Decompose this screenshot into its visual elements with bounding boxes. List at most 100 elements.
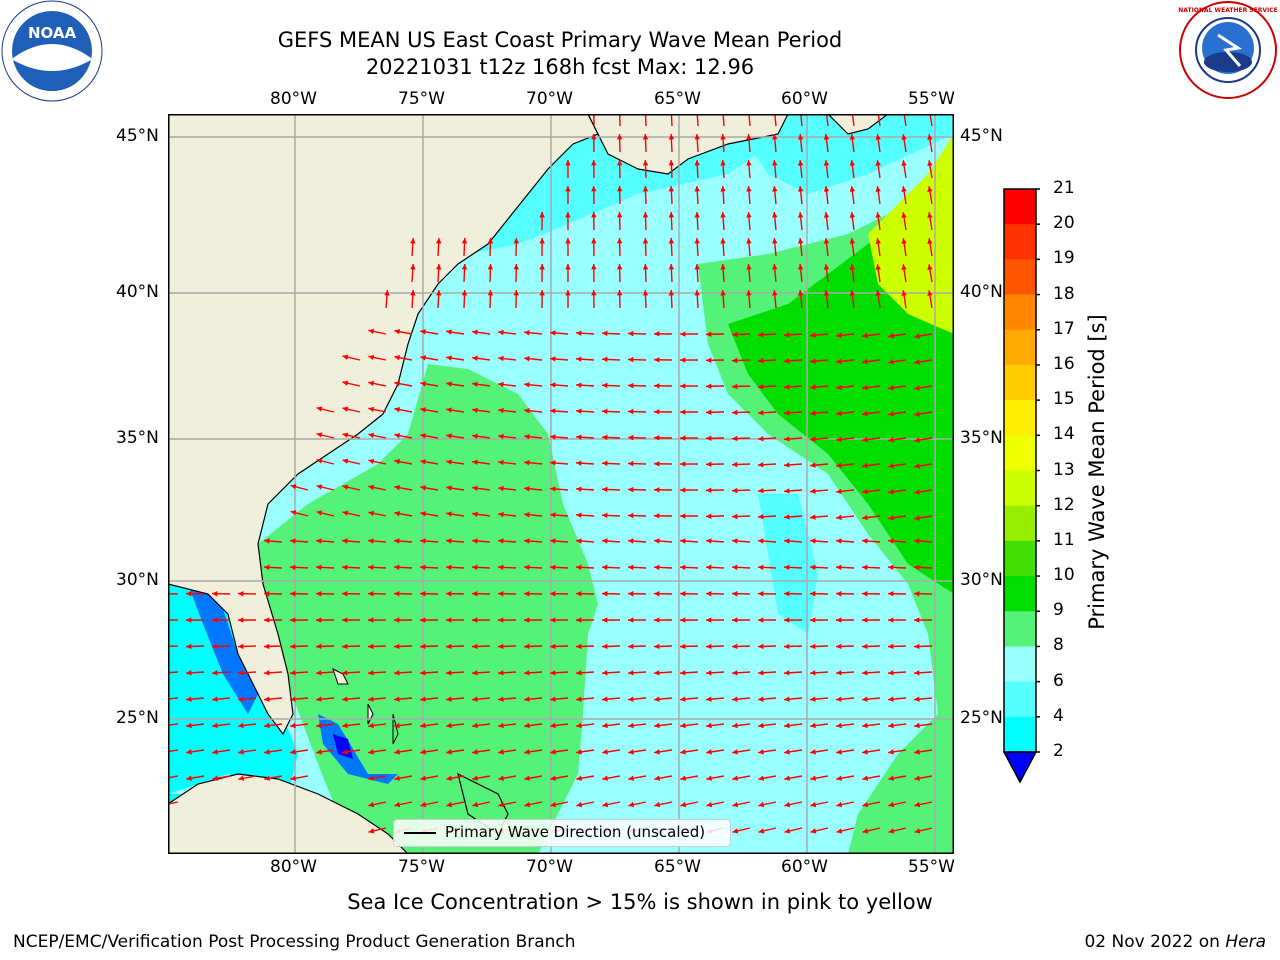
wave-direction-arrow	[679, 487, 699, 493]
wave-direction-arrow	[342, 354, 361, 361]
wave-direction-arrow	[575, 617, 595, 623]
wave-direction-arrow	[772, 186, 778, 205]
wave-direction-arrow	[653, 564, 673, 571]
wave-direction-arrow	[835, 643, 855, 650]
wave-direction-arrow	[653, 591, 673, 597]
wave-direction-arrow	[628, 722, 647, 729]
lon-label-bottom-75w: 75°W	[398, 857, 445, 877]
nws-logo-text: NATIONAL WEATHER SERVICE	[1178, 7, 1277, 14]
wave-direction-arrow	[342, 484, 361, 491]
wave-direction-arrow	[901, 290, 907, 309]
wave-direction-arrow	[809, 591, 829, 597]
wave-direction-arrow	[212, 775, 231, 781]
wave-direction-arrow	[342, 510, 361, 517]
wave-direction-arrow	[914, 696, 933, 702]
wave-direction-arrow	[783, 591, 803, 597]
wave-direction-arrow	[601, 356, 621, 363]
wave-direction-arrow	[746, 212, 752, 231]
wave-direction-arrow	[757, 331, 777, 338]
wave-direction-arrow	[757, 670, 777, 676]
chart-title: GEFS MEAN US East Coast Primary Wave Mea…	[277, 28, 843, 52]
footer-host: Hera	[1225, 932, 1266, 952]
wave-direction-arrow	[888, 827, 907, 834]
wave-direction-arrow	[913, 591, 933, 597]
wave-direction-arrow	[498, 775, 517, 781]
wave-direction-arrow	[524, 538, 543, 544]
wave-direction-arrow	[861, 643, 881, 650]
wave-direction-arrow	[368, 827, 387, 834]
wave-direction-arrow	[601, 670, 621, 676]
colorbar-tick-label: 9	[1053, 600, 1064, 621]
wave-direction-arrow	[836, 462, 855, 469]
wave-direction-arrow	[472, 511, 491, 518]
wave-direction-arrow	[420, 749, 439, 755]
wave-direction-arrow	[836, 358, 855, 365]
wave-direction-arrow	[731, 461, 751, 468]
wave-direction-arrow	[772, 160, 778, 179]
wave-direction-arrow	[420, 407, 439, 413]
wave-direction-arrow	[927, 212, 933, 231]
wave-direction-arrow	[862, 696, 881, 702]
wave-direction-arrow	[524, 801, 543, 808]
wave-direction-arrow	[679, 435, 699, 441]
wave-direction-arrow	[783, 358, 803, 364]
wave-direction-arrow	[862, 514, 881, 521]
wave-direction-arrow	[472, 801, 491, 808]
wave-direction-arrow	[445, 617, 465, 623]
wave-direction-arrow	[757, 409, 777, 416]
wave-direction-arrow	[849, 186, 856, 205]
wave-direction-arrow	[550, 749, 569, 755]
wave-direction-arrow	[550, 356, 569, 362]
land-bahamas-3	[392, 713, 399, 745]
wave-direction-arrow	[913, 670, 933, 676]
wave-direction-arrow	[887, 591, 907, 597]
wave-direction-arrow	[914, 515, 933, 521]
colorbar-tick-label: 13	[1053, 459, 1075, 480]
wave-direction-arrow	[784, 775, 803, 781]
wave-direction-arrow	[446, 407, 465, 413]
wave-direction-arrow	[783, 462, 803, 468]
wave-direction-arrow	[732, 775, 751, 781]
wave-direction-arrow	[757, 591, 777, 597]
wave-direction-arrow	[705, 357, 725, 363]
wave-direction-arrow	[410, 237, 416, 257]
lat-label-left-30n: 30°N	[116, 570, 159, 590]
wave-direction-arrow	[471, 617, 491, 623]
wave-direction-arrow	[810, 488, 829, 494]
wave-direction-arrow	[783, 384, 803, 390]
wave-direction-arrow	[368, 458, 387, 465]
wave-direction-arrow	[591, 237, 597, 257]
wave-direction-arrow	[757, 487, 777, 494]
wave-direction-arrow	[367, 643, 387, 650]
wave-direction-arrow	[862, 358, 881, 365]
wave-direction-arrow	[342, 406, 361, 413]
wave-direction-arrow	[394, 775, 413, 781]
wave-direction-arrow	[263, 670, 283, 676]
wave-direction-arrow	[797, 238, 804, 257]
wave-direction-arrow	[875, 290, 881, 309]
chart-subtitle-date: 20221031 t12z 168h fcst Max: 12.96	[365, 55, 755, 79]
wave-direction-arrow	[316, 696, 335, 702]
wave-direction-arrow	[862, 775, 881, 781]
wave-direction-arrow	[757, 564, 777, 571]
wave-direction-arrow	[290, 510, 309, 517]
wave-direction-arrow	[316, 458, 335, 465]
wave-direction-arrow	[888, 489, 907, 495]
wave-direction-arrow	[420, 433, 439, 439]
wave-direction-arrow	[446, 801, 465, 808]
wave-direction-arrow	[809, 564, 829, 571]
wave-direction-arrow	[809, 617, 829, 623]
wave-direction-arrow	[757, 513, 777, 520]
wave-direction-arrow	[823, 212, 830, 231]
wave-direction-arrow	[705, 670, 725, 676]
wave-direction-arrow	[653, 409, 673, 415]
wave-direction-arrow	[524, 775, 543, 781]
colorbar-tick-label: 14	[1053, 424, 1075, 445]
wave-direction-arrow	[575, 643, 595, 650]
period-region-cyan-mid	[758, 494, 818, 634]
wave-direction-arrow	[783, 332, 803, 338]
wave-direction-arrow	[758, 827, 777, 834]
wave-direction-arrow	[653, 643, 673, 650]
wave-direction-arrow	[342, 432, 361, 439]
wave-direction-arrow	[602, 538, 621, 544]
